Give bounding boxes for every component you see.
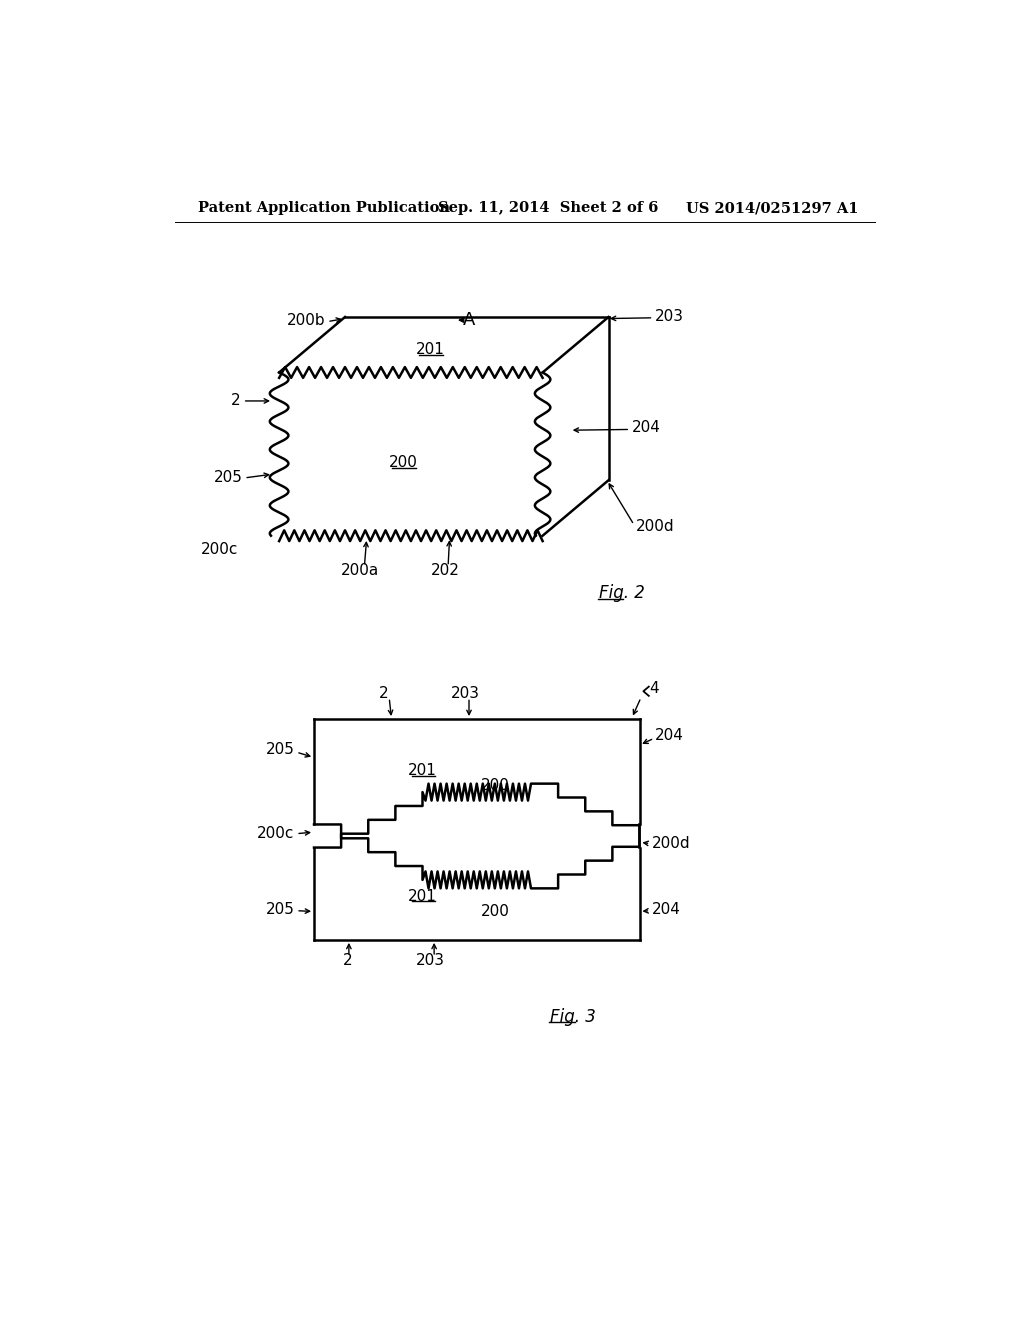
Text: 205: 205 — [214, 470, 243, 486]
Text: 205: 205 — [266, 742, 295, 758]
Text: 204: 204 — [652, 902, 681, 916]
Text: 200: 200 — [480, 779, 510, 793]
Text: Sep. 11, 2014  Sheet 2 of 6: Sep. 11, 2014 Sheet 2 of 6 — [438, 202, 658, 215]
Text: Patent Application Publication: Patent Application Publication — [198, 202, 450, 215]
Text: 200d: 200d — [636, 519, 674, 535]
Text: Fig. 2: Fig. 2 — [599, 585, 645, 602]
Text: 204: 204 — [655, 729, 684, 743]
Text: 201: 201 — [408, 763, 437, 777]
Text: 202: 202 — [431, 562, 460, 578]
Text: 204: 204 — [632, 420, 660, 436]
Text: 200b: 200b — [287, 313, 326, 327]
Text: 200c: 200c — [257, 826, 295, 841]
Text: 2: 2 — [230, 393, 241, 408]
Text: 205: 205 — [266, 902, 295, 916]
Text: 201: 201 — [416, 342, 444, 356]
Text: 203: 203 — [416, 953, 444, 969]
Text: Fig. 3: Fig. 3 — [550, 1008, 596, 1026]
Text: 200: 200 — [480, 904, 510, 919]
Text: 200: 200 — [389, 455, 418, 470]
Text: 200c: 200c — [201, 543, 238, 557]
Text: US 2014/0251297 A1: US 2014/0251297 A1 — [686, 202, 858, 215]
Text: 4: 4 — [649, 681, 658, 696]
Text: 203: 203 — [451, 686, 479, 701]
Text: 2: 2 — [342, 953, 352, 969]
Text: 2: 2 — [379, 686, 388, 701]
Text: A: A — [463, 312, 475, 329]
Text: 200a: 200a — [341, 562, 380, 578]
Text: 201: 201 — [408, 888, 437, 904]
Text: 203: 203 — [655, 309, 684, 323]
Text: 200d: 200d — [652, 836, 690, 851]
